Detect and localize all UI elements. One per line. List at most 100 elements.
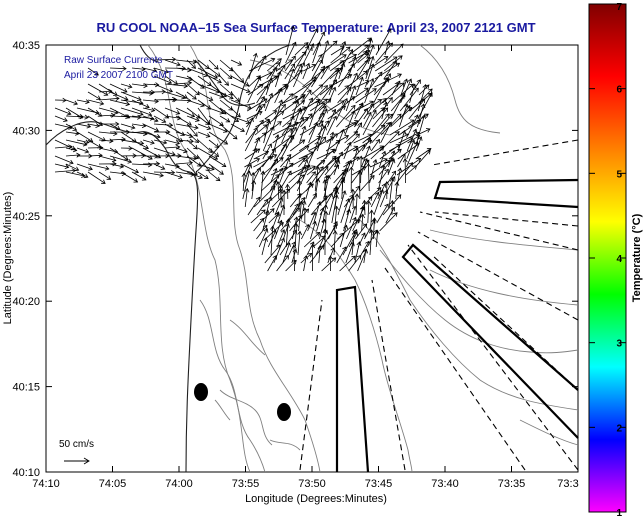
current-vector [316,126,326,152]
current-vector-head [302,106,307,111]
current-vector [386,176,396,192]
current-vector-head [416,157,422,163]
current-vector [293,245,295,272]
current-vector [290,107,301,136]
current-vector-head [99,100,105,106]
current-vector [317,124,323,144]
current-vector-head [270,208,275,213]
current-vector [360,241,370,256]
current-vector-head [204,64,210,69]
current-vector [153,163,165,170]
x-tick-label: 73:3 [557,478,578,490]
current-vector [284,55,296,72]
current-vector-head [250,171,256,177]
current-vector [277,181,280,200]
current-vector [253,137,260,152]
current-vector [186,59,196,69]
current-vector [186,91,197,100]
coverage-wedges [335,178,579,473]
current-vector-head [400,94,405,100]
current-vector [260,171,264,200]
current-vector-head [394,181,400,186]
current-vector-head [396,80,401,86]
current-vector [278,170,292,192]
current-vector-head [384,168,389,174]
current-vector [408,98,426,120]
current-vector-head [374,229,380,235]
current-vector [383,55,403,72]
current-vector-head [277,121,282,126]
current-vector-head [409,119,415,124]
current-vector-head [98,121,103,126]
current-vector [250,209,266,224]
current-vector [164,163,180,168]
current-vector [164,83,188,87]
current-vector-head [101,179,106,184]
current-vector [153,171,175,173]
current-vector-head [340,128,345,134]
current-vector [245,117,253,136]
current-vector [197,99,211,110]
current-vector [274,88,282,104]
current-vector-head [333,205,339,211]
current-vector [274,220,282,240]
current-vector-head [255,196,261,202]
current-vector-head [380,164,386,170]
current-vector [309,100,320,128]
current-vector-head [340,176,346,182]
current-vector-head [183,83,189,89]
current-vector-head [275,211,280,216]
current-vector-head [389,199,395,205]
current-vector [230,75,249,87]
current-vector [131,123,146,127]
current-vector [371,113,390,136]
current-vector [396,162,413,184]
current-vector [334,129,345,152]
current-vector [301,224,310,240]
current-vector-head [176,61,181,67]
current-vector [175,155,197,160]
current-vector [332,168,349,192]
current-vector [399,104,408,128]
current-vector [390,92,406,120]
current-vector-head [390,158,396,164]
current-vector [246,103,266,128]
current-vector-head [289,115,295,121]
current-vector-head [188,160,194,166]
current-vector-head [330,247,336,252]
current-vector [373,78,390,96]
current-vector [87,139,102,149]
current-vector [336,98,348,120]
current-vector-head [384,181,390,186]
current-vector-head [313,121,319,127]
current-vector [301,200,305,216]
current-vector [307,136,327,160]
current-vector [208,131,228,145]
current-vector-head [272,154,278,159]
current-vector-head [288,128,293,133]
current-vector [254,124,268,136]
current-vector-head [385,113,390,118]
current-vector-head [369,44,375,50]
current-vector [337,85,349,96]
current-vector [230,123,245,132]
current-vector-head [379,146,385,151]
current-vector-head [354,147,360,153]
current-vector-head [348,166,354,171]
current-vector-head [401,92,406,98]
current-vector [230,107,241,118]
current-vector [417,103,425,128]
current-vector-head [333,194,339,199]
current-vector [65,99,78,105]
current-vector [381,113,393,128]
current-vector-head [346,141,352,147]
current-vector [76,123,91,128]
current-vector [257,75,278,88]
current-vector-head [393,56,398,61]
current-vector-head [388,97,393,102]
current-vector [109,155,132,163]
current-vector [219,59,234,72]
current-vector [244,188,248,208]
current-vector-head [268,92,274,98]
current-vector [293,63,302,80]
